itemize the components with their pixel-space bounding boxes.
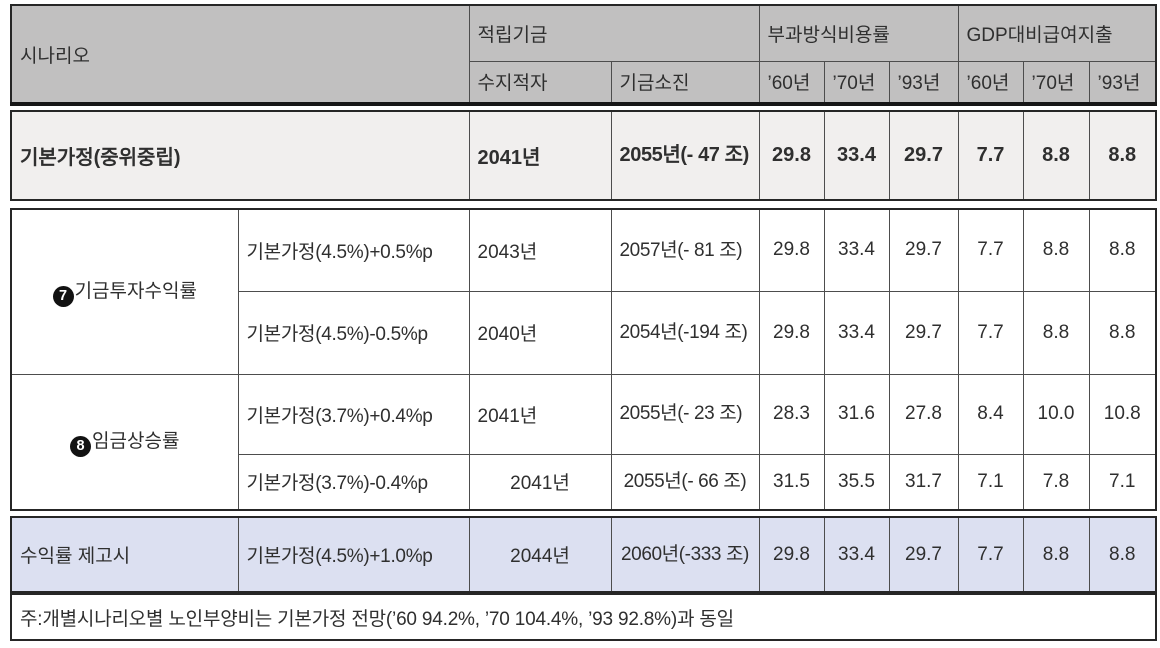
header-gdp-year-93: ’93년 <box>1088 60 1157 105</box>
group-label-wage-growth: 8 임금상승률 <box>10 373 239 511</box>
header-payg-year-93: ’93년 <box>888 60 959 105</box>
circled-7-icon: 7 <box>52 286 74 308</box>
circled-8-icon: 8 <box>70 436 92 458</box>
depletion-year: 2055년(- 66 조) <box>610 453 760 511</box>
group-wage-growth-text: 임금상승률 <box>92 431 180 453</box>
base-depletion-year: 2055년(- 47 조) <box>610 110 760 201</box>
base-payg-70: 33.4 <box>823 110 890 201</box>
base-payg-93: 29.7 <box>888 110 959 201</box>
gdp-70: 7.8 <box>1022 453 1090 511</box>
payg-70: 35.5 <box>823 453 890 511</box>
gdp-60: 7.1 <box>957 453 1024 511</box>
deficit-year: 2043년 <box>468 208 612 292</box>
assumption-label: 기본가정(4.5%)-0.5%p <box>237 290 470 375</box>
gdp-70: 10.0 <box>1022 373 1090 455</box>
assumption-label: 기본가정(3.7%)+0.4%p <box>237 373 470 455</box>
header-payg-year-60: ’60년 <box>758 60 825 105</box>
header-payg-year-70: ’70년 <box>823 60 890 105</box>
table-row: 기본가정(중위중립) 2041년 2055년(- 47 조) 29.8 33.4… <box>10 110 1157 201</box>
group-label-fund-return: 7 기금투자수익률 <box>10 208 239 375</box>
payg-93: 27.8 <box>888 373 959 455</box>
payg-70: 33.4 <box>823 208 890 292</box>
scenario-groups-table: 7 기금투자수익률 기본가정(4.5%)+0.5%p 2043년 2057년(- … <box>10 208 1157 511</box>
gdp-60: 8.4 <box>957 373 1024 455</box>
base-assumption-table: 기본가정(중위중립) 2041년 2055년(- 47 조) 29.8 33.4… <box>10 110 1157 201</box>
table-row: 주:개별시나리오별 노인부양비는 기본가정 전망(’60 94.2%, ’70 … <box>10 593 1157 641</box>
payg-93: 29.7 <box>888 516 959 593</box>
table-row: 8 임금상승률 기본가정(3.7%)+0.4%p 2041년 2055년(- 23… <box>10 373 1157 511</box>
highlight-scenario-label: 수익률 제고시 <box>10 516 239 593</box>
depletion-year: 2060년(-333 조) <box>610 516 760 593</box>
highlight-row-table: 수익률 제고시 기본가정(4.5%)+1.0%p 2044년 2060년(-33… <box>10 516 1157 593</box>
header-scenario: 시나리오 <box>10 4 470 105</box>
table-row: 기본가정(4.5%)-0.5%p 2040년 2054년(-194 조) 29.… <box>11 290 1157 375</box>
header-payg: 부과방식비용률 <box>758 4 959 62</box>
gdp-60: 7.7 <box>957 208 1024 292</box>
header-fund: 적립기금 <box>468 4 760 62</box>
table-row: 7 기금투자수익률 기본가정(4.5%)+0.5%p 2043년 2057년(- … <box>10 208 1157 375</box>
group-fund-return-text: 기금투자수익률 <box>74 281 197 303</box>
footnote-text: 주:개별시나리오별 노인부양비는 기본가정 전망(’60 94.2%, ’70 … <box>10 593 1157 641</box>
header-row-subcolumns: 수지적자 기금소진 ’60년 ’70년 ’93년 ’60년 ’70년 ’93년 <box>11 60 1157 105</box>
assumption-label: 기본가정(4.5%)+1.0%p <box>237 516 470 593</box>
header-table: 시나리오 적립기금 부과방식비용률 GDP대비급여지출 수지적자 기금소진 ’6… <box>10 4 1158 106</box>
header-gdp-year-70: ’70년 <box>1022 60 1090 105</box>
gdp-60: 7.7 <box>957 290 1024 375</box>
header-gdp: GDP대비급여지출 <box>957 4 1157 62</box>
gdp-70: 8.8 <box>1022 208 1090 292</box>
gdp-70: 8.8 <box>1022 516 1090 593</box>
gdp-93: 8.8 <box>1088 290 1157 375</box>
payg-60: 29.8 <box>758 208 825 292</box>
payg-70: 33.4 <box>823 516 890 593</box>
header-row-groups: 시나리오 적립기금 부과방식비용률 GDP대비급여지출 <box>10 4 1157 105</box>
payg-70: 31.6 <box>823 373 890 455</box>
deficit-year: 2044년 <box>468 516 612 593</box>
header-fund-depletion: 기금소진 <box>610 60 760 105</box>
gdp-70: 8.8 <box>1022 290 1090 375</box>
depletion-year: 2055년(- 23 조) <box>610 373 760 455</box>
gdp-93: 10.8 <box>1088 373 1157 455</box>
payg-93: 29.7 <box>888 290 959 375</box>
base-gdp-60: 7.7 <box>957 110 1024 201</box>
table-row: 기본가정(3.7%)-0.4%p 2041년 2055년(- 66 조) 31.… <box>11 453 1157 511</box>
payg-60: 31.5 <box>758 453 825 511</box>
gdp-93: 7.1 <box>1088 453 1157 511</box>
assumption-label: 기본가정(4.5%)+0.5%p <box>237 208 470 292</box>
depletion-year: 2054년(-194 조) <box>610 290 760 375</box>
payg-93: 31.7 <box>888 453 959 511</box>
gdp-60: 7.7 <box>957 516 1024 593</box>
payg-60: 29.8 <box>758 516 825 593</box>
table-row: 수익률 제고시 기본가정(4.5%)+1.0%p 2044년 2060년(-33… <box>10 516 1157 593</box>
depletion-year: 2057년(- 81 조) <box>610 208 760 292</box>
header-gdp-year-60: ’60년 <box>957 60 1024 105</box>
assumption-label: 기본가정(3.7%)-0.4%p <box>237 453 470 511</box>
deficit-year: 2041년 <box>468 453 612 511</box>
payg-60: 28.3 <box>758 373 825 455</box>
base-deficit-year: 2041년 <box>468 110 612 201</box>
footnote-table: 주:개별시나리오별 노인부양비는 기본가정 전망(’60 94.2%, ’70 … <box>10 593 1157 641</box>
gdp-93: 8.8 <box>1088 516 1157 593</box>
base-scenario-label: 기본가정(중위중립) <box>10 110 470 201</box>
payg-60: 29.8 <box>758 290 825 375</box>
gdp-93: 8.8 <box>1088 208 1157 292</box>
base-gdp-93: 8.8 <box>1088 110 1157 201</box>
payg-93: 29.7 <box>888 208 959 292</box>
header-fund-deficit: 수지적자 <box>468 60 612 105</box>
payg-70: 33.4 <box>823 290 890 375</box>
base-payg-60: 29.8 <box>758 110 825 201</box>
deficit-year: 2040년 <box>468 290 612 375</box>
deficit-year: 2041년 <box>468 373 612 455</box>
base-gdp-70: 8.8 <box>1022 110 1090 201</box>
